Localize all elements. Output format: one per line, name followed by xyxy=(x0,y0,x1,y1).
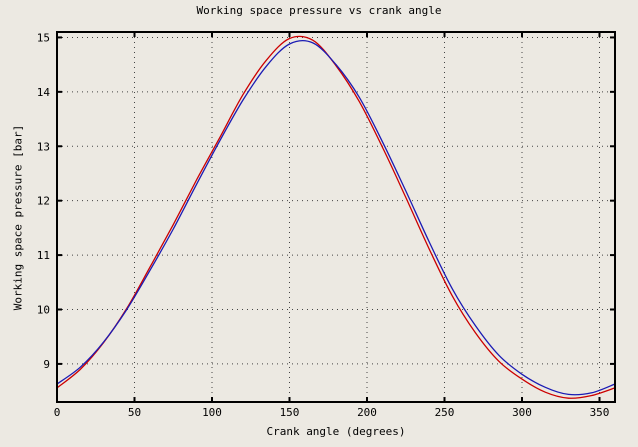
y-tick-label: 14 xyxy=(37,86,51,99)
x-tick-label: 50 xyxy=(128,406,141,419)
plot-frame xyxy=(56,31,616,403)
y-tick-label: 9 xyxy=(43,358,50,371)
pressure-curve-red xyxy=(56,35,616,399)
x-tick-label: 300 xyxy=(512,406,532,419)
pressure-curve-blue xyxy=(56,40,616,396)
chart-title: Working space pressure vs crank angle xyxy=(196,4,442,17)
y-tick-label: 15 xyxy=(37,31,50,44)
y-tick-label: 12 xyxy=(37,195,50,208)
y-tick-label: 10 xyxy=(37,304,50,317)
x-tick-label: 250 xyxy=(435,406,455,419)
x-tick-label: 0 xyxy=(54,406,61,419)
y-axis-label: Working space pressure [bar] xyxy=(11,124,25,311)
x-axis-label: Crank angle (degrees) xyxy=(266,425,406,438)
x-tick-label: 200 xyxy=(357,406,377,419)
x-tick-label: 100 xyxy=(202,406,222,419)
y-tick-label: 13 xyxy=(37,140,50,153)
x-tick-label: 350 xyxy=(590,406,610,419)
x-tick-label: 150 xyxy=(280,406,300,419)
y-tick-label: 11 xyxy=(37,249,50,262)
